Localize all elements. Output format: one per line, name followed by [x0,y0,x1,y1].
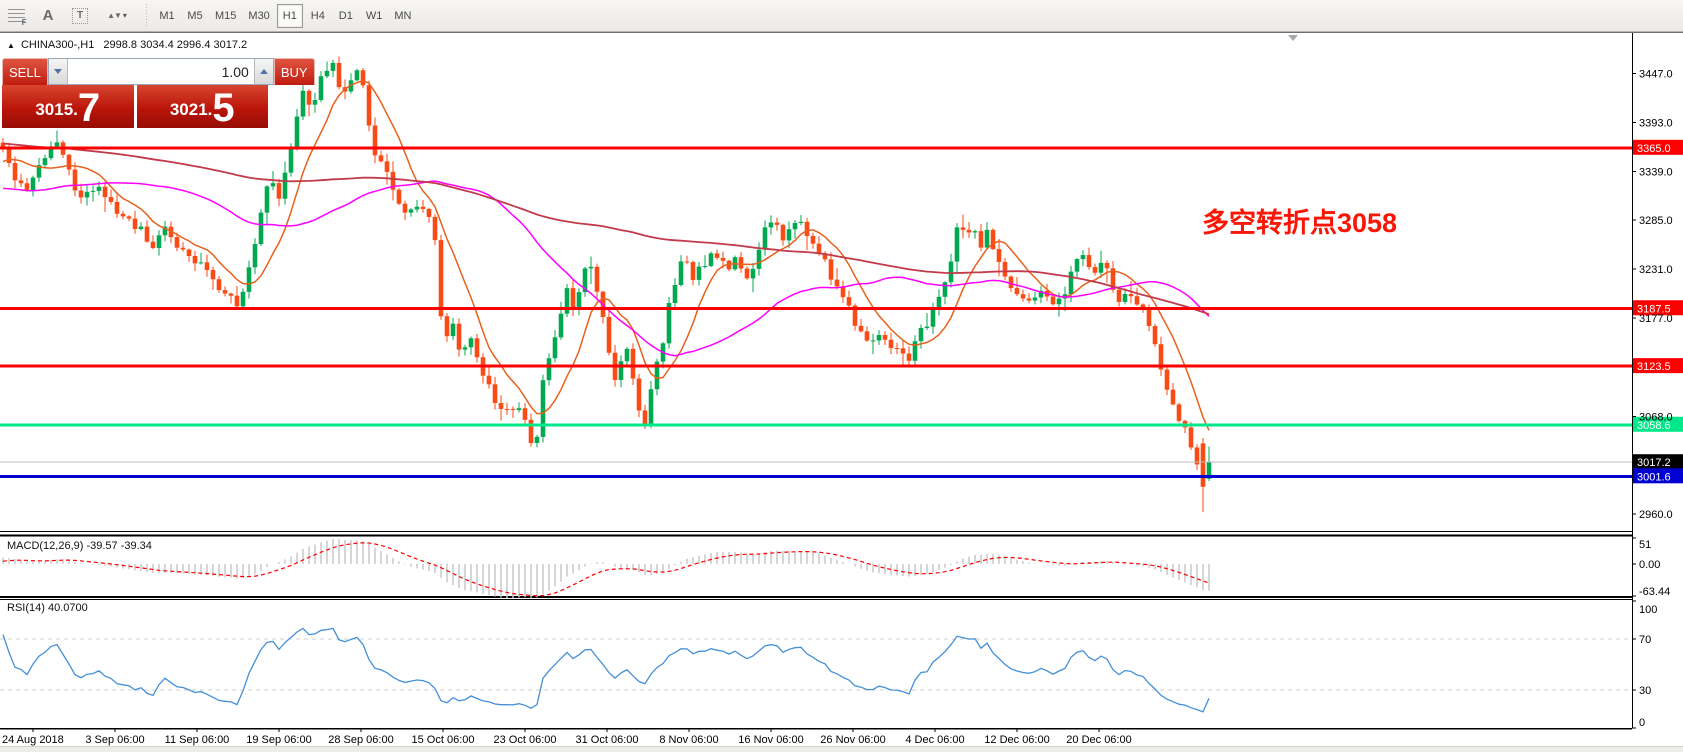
fibonacci-tool-button[interactable]: F [1,3,31,29]
caret-down-icon [53,69,62,74]
price-tick-label: 3447.0 [1639,69,1673,81]
symbol-period-label: CHINA300-,H1 [20,39,95,51]
volume-stepper [47,58,274,85]
timeframe-h1[interactable]: H1 [276,3,303,28]
timeframe-m1[interactable]: M1 [154,4,180,28]
price-badge-3365.0: 3365.0 [1633,139,1683,155]
timeframe-d1[interactable]: D1 [333,4,359,28]
price-tick-label: 2960.0 [1639,509,1673,521]
moving-average-fast [2,79,1210,431]
arrows-icon: ▲▼ [107,11,122,20]
ohlc-values: 2998.8 3034.4 2996.4 3017.2 [103,39,248,51]
macd-tick-label: 0.00 [1639,559,1660,571]
time-axis-label: 15 Oct 06:00 [412,734,475,746]
macd-pane[interactable] [2,539,1210,598]
timeframe-m15[interactable]: M15 [210,4,241,28]
price-badge-3058.6: 3058.6 [1633,416,1683,432]
arrows-tool-button[interactable]: ▲▼ ▾ [97,3,137,29]
volume-decrease-button[interactable] [48,59,68,84]
rsi-tick-label: 30 [1639,685,1651,697]
price-tick-label: 3339.0 [1639,166,1673,178]
time-axis-label: 31 Oct 06:00 [576,734,639,746]
chart-area[interactable]: 3365.0 3187.5 3123.5 3058.6 3017.2 3001.6 3447… [0,32,1683,752]
timeframe-mn[interactable]: MN [389,4,416,28]
rsi-tick-label: 70 [1639,634,1651,646]
buy-price-panel[interactable]: 3021. 5 [136,85,268,131]
textbox-tool-button[interactable]: T [65,3,95,29]
chart-annotation-text[interactable]: 多空转折点3058 [1202,208,1398,238]
svg-text:3365.0: 3365.0 [1637,143,1671,155]
sell-price-panel[interactable]: 3015. 7 [2,85,134,128]
sell-price-big-digit: 7 [77,86,101,131]
rsi-tick-label: 100 [1639,604,1657,616]
text-icon: A [42,7,54,24]
rsi-pane[interactable] [0,627,1632,713]
price-tick-label: 3285.0 [1639,215,1673,227]
timeframe-m30[interactable]: M30 [243,4,274,28]
svg-text:3187.5: 3187.5 [1637,303,1671,315]
time-axis-label: 12 Dec 06:00 [984,734,1049,746]
buy-price-big-digit: 5 [212,86,235,131]
fibonacci-icon: F [7,8,27,27]
toolbar: F A T ▲▼ ▾ M1 M5 M15 M30 H1 H4 D1 W1 MN [0,0,1683,32]
price-tick-label: 3177.0 [1639,313,1673,325]
timeframe-w1[interactable]: W1 [361,4,388,28]
toolbar-separator [146,3,147,28]
macd-tick-label: -63.44 [1639,586,1670,598]
price-axis[interactable] [1633,33,1683,729]
price-badge-3017.2: 3017.2 [1633,454,1683,470]
volume-input[interactable] [67,59,254,84]
time-axis-label: 26 Nov 06:00 [820,734,885,746]
time-axis-label: 8 Nov 06:00 [659,734,718,746]
moving-average-slow [2,142,1210,315]
window-bottom-edge [0,746,1683,752]
time-axis-label: 28 Sep 06:00 [328,734,393,746]
price-badge-3187.5: 3187.5 [1633,300,1683,316]
time-axis-label: 19 Sep 06:00 [246,734,311,746]
price-tick-label: 3068.0 [1639,411,1673,423]
moving-average-medium [2,180,1210,357]
price-badge-3001.6: 3001.6 [1633,468,1683,484]
time-axis-label: 3 Sep 06:00 [85,734,144,746]
candlestick-series [0,56,1212,513]
buy-button[interactable]: BUY [273,58,315,85]
svg-text:3001.6: 3001.6 [1637,471,1671,483]
caret-up-icon [259,69,268,74]
sell-price: 3015. [35,100,78,119]
svg-text:3017.2: 3017.2 [1637,457,1671,469]
time-axis-label: 4 Dec 06:00 [905,734,964,746]
symbol-info-line[interactable]: ▲ CHINA300-,H1 2998.8 3034.4 2996.4 3017… [7,39,247,51]
time-axis-label: 16 Nov 06:00 [738,734,803,746]
macd-indicator-label: MACD(12,26,9) -39.57 -39.34 [7,540,152,552]
price-badge-3123.5: 3123.5 [1633,358,1683,374]
time-axis-label: 24 Aug 2018 [2,734,64,746]
chevron-down-icon[interactable]: ▾ [122,11,127,20]
collapse-icon[interactable]: ▲ [7,41,15,50]
time-axis-label: 11 Sep 06:00 [165,734,230,746]
timeframe-m5[interactable]: M5 [182,4,208,28]
time-axis-label: 23 Oct 06:00 [494,734,557,746]
rsi-tick-label: 0 [1639,717,1645,729]
timeframe-h4[interactable]: H4 [305,4,331,28]
one-click-trading-panel: SELL BUY 3015.7 3021.5 [2,58,315,131]
svg-text:3123.5: 3123.5 [1637,361,1671,373]
buy-price: 3021. [169,100,213,119]
rsi-indicator-label: RSI(14) 40.0700 [7,602,88,614]
macd-signal-line [2,542,1210,597]
timeframe-group: M1 M5 M15 M30 H1 H4 D1 W1 MN [153,3,417,28]
rsi-line [2,627,1210,713]
text-tool-button[interactable]: A [33,3,63,29]
macd-tick-label: 51 [1639,539,1651,551]
sell-button[interactable]: SELL [2,58,48,85]
price-tick-label: 3231.0 [1639,264,1673,276]
chart-shift-marker-icon[interactable] [1288,35,1298,41]
textbox-icon: T [72,7,88,24]
volume-increase-button[interactable] [253,59,273,84]
price-tick-label: 3393.0 [1639,117,1673,129]
time-axis-label: 20 Dec 06:00 [1066,734,1131,746]
svg-text:3058.6: 3058.6 [1637,420,1671,432]
